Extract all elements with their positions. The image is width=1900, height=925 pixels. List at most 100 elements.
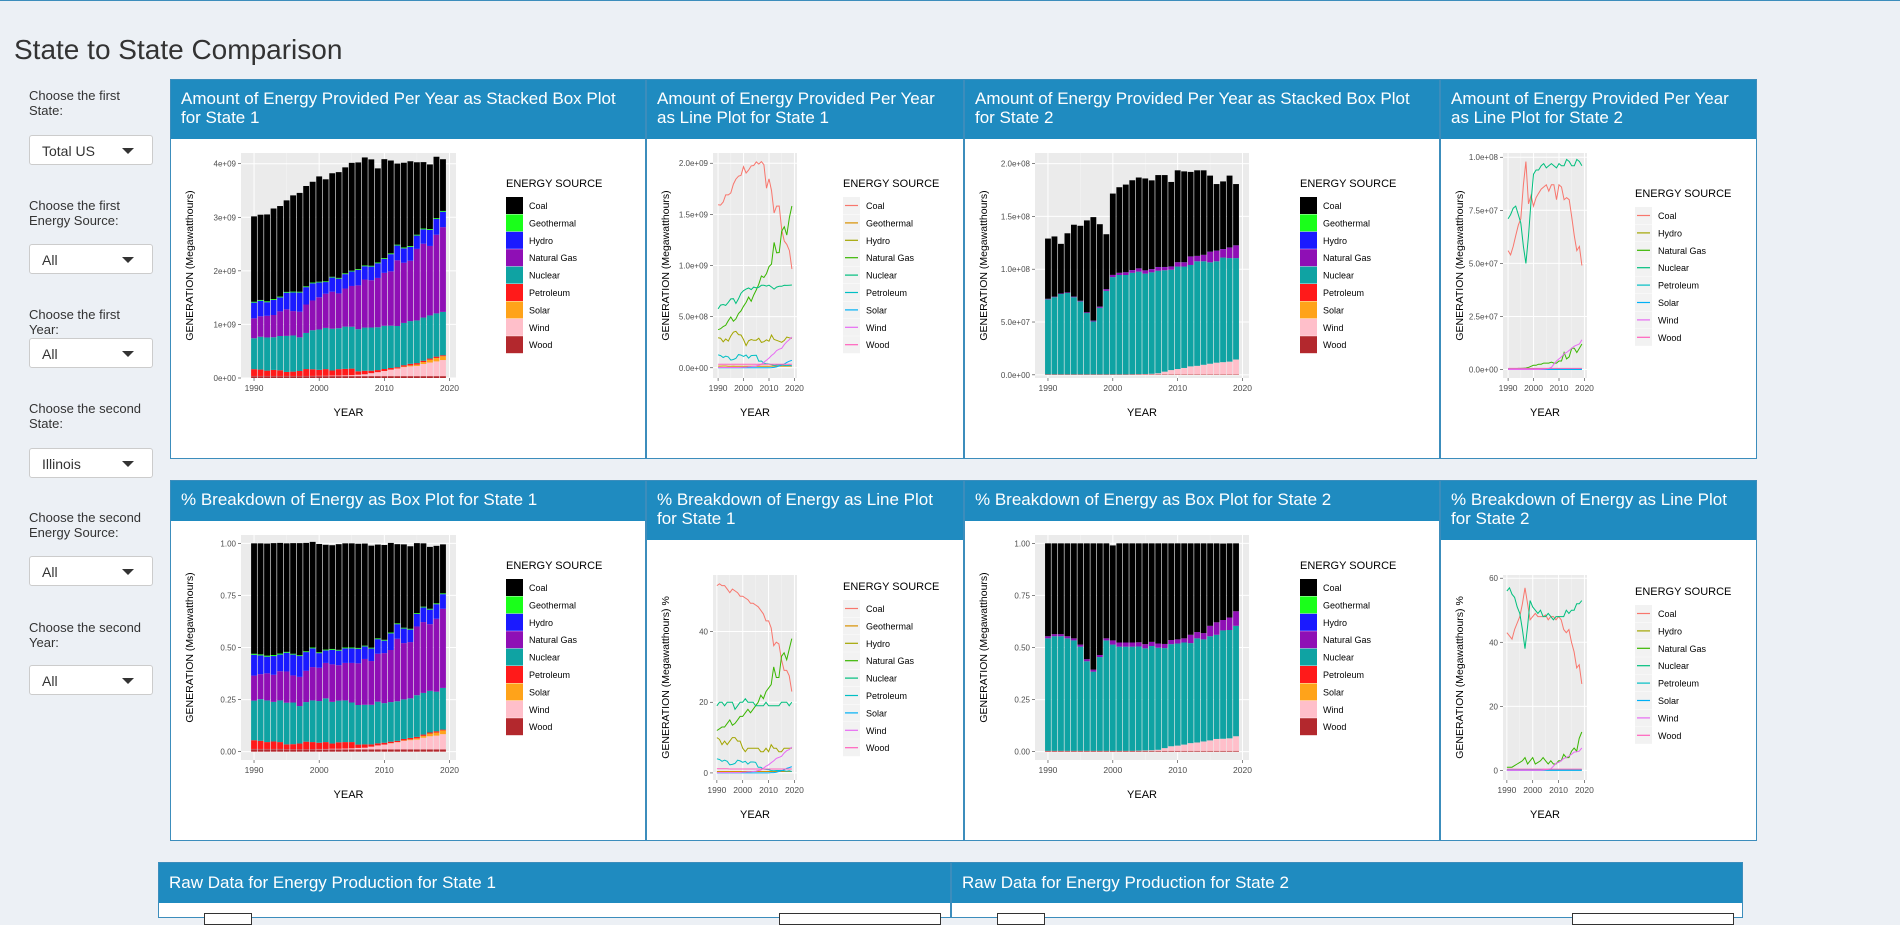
- first-year-select[interactable]: All: [29, 338, 153, 368]
- top-border: [0, 0, 1900, 1]
- bar-segment: [336, 701, 342, 743]
- bar-segment: [290, 195, 296, 291]
- second-state-select[interactable]: Illinois: [29, 448, 153, 478]
- bar-segment: [1168, 182, 1174, 267]
- legend-label: Solar: [866, 305, 887, 315]
- bar-segment: [362, 266, 368, 279]
- bar-segment: [1129, 643, 1135, 647]
- bar-segment: [1090, 670, 1096, 672]
- bar-segment: [1071, 751, 1077, 752]
- bar-segment: [394, 742, 400, 749]
- bar-segment: [1162, 175, 1168, 267]
- bar-segment: [251, 302, 257, 303]
- first-state-select[interactable]: Total US: [29, 135, 153, 165]
- plot-background: [1503, 153, 1587, 378]
- bar-segment: [316, 668, 322, 701]
- legend-label: Solar: [529, 687, 550, 697]
- bar-segment: [355, 745, 361, 748]
- bar-segment: [1155, 543, 1161, 643]
- x-tick-label: 2000: [1103, 383, 1122, 393]
- bar-segment: [381, 703, 387, 743]
- bar-segment: [264, 742, 270, 749]
- search-input[interactable]: [1572, 913, 1734, 925]
- bar-segment: [303, 651, 309, 652]
- bar-segment: [277, 370, 283, 376]
- x-tick-label: 2020: [1575, 785, 1594, 795]
- bar-segment: [1201, 751, 1207, 752]
- bar-segment: [349, 271, 355, 272]
- bar-segment: [342, 289, 348, 327]
- legend-swatch: [1300, 631, 1317, 648]
- panel-line-state1: Amount of Energy Provided Per Year as Li…: [646, 79, 964, 459]
- first-year-value: All: [42, 346, 58, 362]
- entries-select[interactable]: [204, 913, 252, 925]
- bar-segment: [381, 258, 387, 259]
- bar-segment: [271, 209, 277, 300]
- bar-segment: [323, 294, 329, 328]
- bar-segment: [251, 376, 257, 378]
- bar-segment: [381, 745, 387, 750]
- bar-segment: [1123, 751, 1129, 752]
- bar-segment: [342, 648, 348, 663]
- panel-title: Amount of Energy Provided Per Year as Li…: [647, 80, 963, 139]
- bar-segment: [251, 369, 257, 376]
- bar-segment: [329, 173, 335, 277]
- bar-segment: [1052, 297, 1058, 374]
- bar-segment: [284, 372, 290, 376]
- bar-segment: [264, 656, 270, 657]
- bar-segment: [434, 619, 440, 692]
- legend-label: Petroleum: [1323, 670, 1364, 680]
- legend-swatch: [506, 267, 523, 284]
- legend-title: ENERGY SOURCE: [1300, 178, 1396, 190]
- legend-label: Wind: [1323, 705, 1344, 715]
- bar-segment: [440, 734, 446, 749]
- bar-segment: [1142, 751, 1148, 752]
- bar-segment: [375, 327, 381, 370]
- raw-data-title: Raw Data for Energy Production for State…: [952, 863, 1742, 903]
- bar-segment: [407, 630, 413, 643]
- y-tick-label: 0.0e+00: [1469, 366, 1499, 375]
- second-year-label: Choose the second Year:: [29, 620, 149, 650]
- bar-segment: [336, 742, 342, 748]
- bar-segment: [1052, 374, 1058, 375]
- bar-segment: [264, 544, 270, 656]
- legend-label: Nuclear: [1323, 271, 1354, 281]
- bar-segment: [1097, 307, 1103, 308]
- bar-segment: [414, 737, 420, 738]
- first-source-select[interactable]: All: [29, 244, 153, 274]
- bar-segment: [407, 629, 413, 630]
- bar-segment: [407, 365, 413, 366]
- second-source-select[interactable]: All: [29, 556, 153, 586]
- first-source-value: All: [42, 252, 58, 268]
- bar-segment: [1084, 659, 1090, 661]
- bar-segment: [1220, 630, 1226, 738]
- search-input[interactable]: [779, 913, 941, 925]
- entries-select[interactable]: [997, 913, 1045, 925]
- bar-segment: [401, 739, 407, 740]
- second-year-select[interactable]: All: [29, 665, 153, 695]
- bar-segment: [271, 543, 277, 655]
- bar-segment: [264, 301, 270, 302]
- bar-segment: [1052, 751, 1058, 752]
- legend-swatch: [506, 214, 523, 231]
- y-tick-label: 5.0e+07: [1469, 259, 1499, 268]
- bar-segment: [1071, 543, 1077, 638]
- bar-segment: [1142, 178, 1148, 270]
- bar-segment: [1077, 301, 1083, 302]
- bar-segment: [1129, 180, 1135, 270]
- legend-swatch: [506, 701, 523, 718]
- legend-swatch: [1300, 336, 1317, 353]
- legend-label: Natural Gas: [1323, 635, 1372, 645]
- legend-label: Geothermal: [1323, 600, 1370, 610]
- bar-segment: [1175, 369, 1181, 374]
- bar-segment: [264, 337, 270, 370]
- bar-segment: [310, 749, 316, 751]
- bar-segment: [375, 745, 381, 749]
- bar-segment: [290, 749, 296, 751]
- bar-segment: [349, 272, 355, 286]
- bar-segment: [1188, 265, 1194, 366]
- bar-segment: [394, 376, 400, 378]
- x-tick-label: 1990: [1499, 383, 1518, 393]
- bar-segment: [368, 661, 374, 705]
- bar-segment: [394, 544, 400, 623]
